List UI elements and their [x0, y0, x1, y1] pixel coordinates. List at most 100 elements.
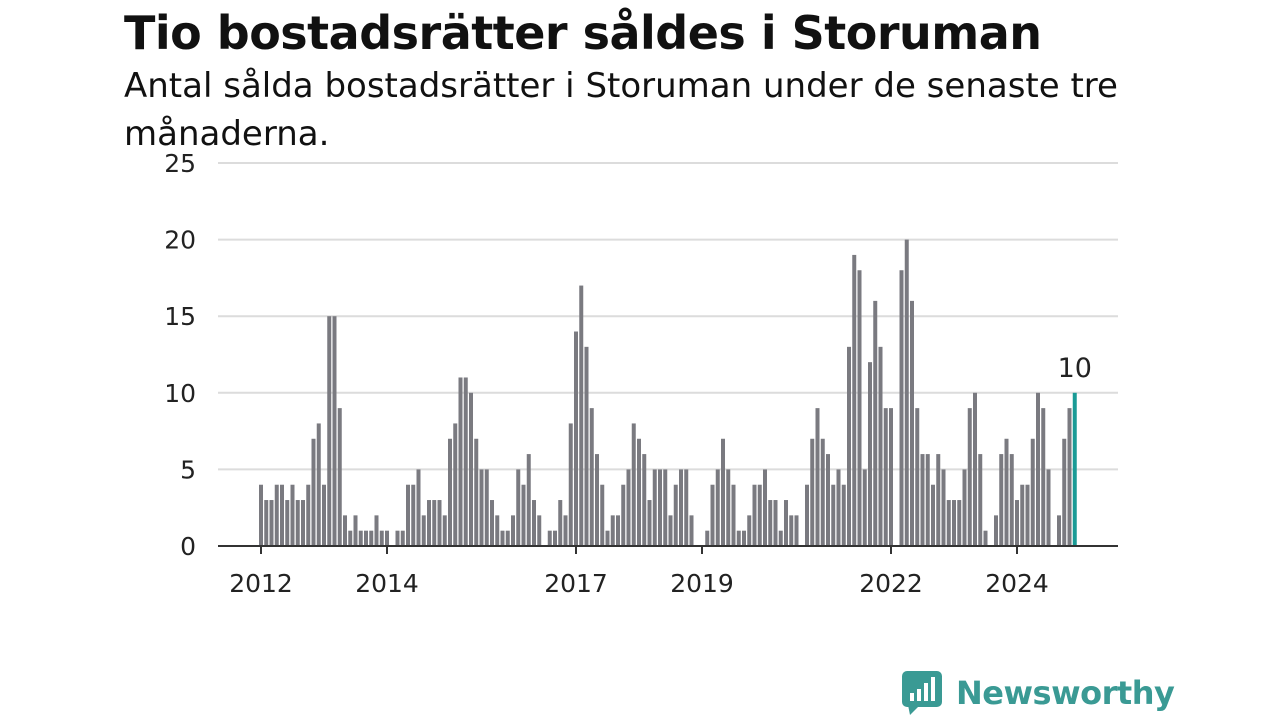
bar: [784, 500, 788, 546]
x-tick-label-2014: 2014: [355, 569, 419, 598]
bar: [474, 438, 479, 546]
bar: [1030, 438, 1035, 546]
bar-highlight: [1072, 392, 1077, 546]
bar: [285, 500, 290, 546]
bar: [1046, 469, 1051, 546]
bar: [579, 285, 584, 546]
bar: [343, 515, 347, 546]
bar: [742, 530, 746, 546]
bar: [442, 515, 447, 546]
x-tick-label-2017: 2017: [544, 569, 608, 598]
bar: [941, 469, 946, 546]
bar: [946, 500, 951, 546]
bar: [1020, 484, 1025, 546]
bar: [836, 469, 841, 546]
bar: [1041, 408, 1046, 546]
bar: [400, 530, 405, 546]
bar: [589, 408, 594, 546]
bar: [1015, 500, 1019, 546]
bar: [526, 454, 531, 546]
bar: [820, 438, 825, 546]
bar: [448, 438, 452, 546]
bar: [358, 530, 363, 546]
bar: [957, 500, 962, 546]
y-tick-label-10: 10: [164, 379, 196, 408]
bar: [1009, 454, 1014, 546]
bar: [484, 469, 489, 546]
bar: [563, 515, 568, 546]
bar: [805, 484, 809, 546]
y-tick-label-15: 15: [164, 302, 196, 331]
bar: [511, 515, 515, 546]
bar: [736, 530, 741, 546]
bar: [747, 515, 752, 546]
bar: [432, 500, 437, 546]
bar: [280, 484, 284, 546]
bar: [479, 469, 484, 546]
bar: [332, 316, 337, 546]
bar: [857, 270, 862, 546]
bar: [264, 500, 269, 546]
bar: [910, 300, 914, 546]
last-value-label: 10: [1058, 353, 1092, 384]
bar: [715, 469, 720, 546]
bar: [852, 254, 857, 547]
bar: [521, 484, 526, 546]
bar: [605, 530, 610, 546]
bar: [789, 515, 794, 546]
bar: [773, 500, 778, 546]
bar: [862, 469, 867, 546]
bar: [490, 500, 494, 546]
y-tick-label-5: 5: [180, 455, 196, 484]
gridlines: [218, 162, 1118, 471]
bar: [810, 438, 815, 546]
bar: [952, 500, 956, 546]
bar: [547, 530, 552, 546]
bar: [395, 530, 400, 546]
x-tick-label-2012: 2012: [229, 569, 293, 598]
bar: [595, 454, 599, 546]
bar: [316, 423, 321, 546]
bar: [978, 454, 983, 546]
x-tick-label-2024: 2024: [985, 569, 1049, 598]
bar: [463, 377, 468, 546]
bar: [274, 484, 279, 546]
bar: [726, 469, 731, 546]
bar: [652, 469, 657, 546]
bar: [999, 454, 1004, 546]
bar: [873, 300, 878, 546]
bar: [899, 270, 904, 546]
bar: [621, 484, 626, 546]
bar: [889, 408, 893, 546]
bar: [631, 423, 636, 546]
bar: [637, 438, 641, 546]
bar: [1004, 438, 1009, 546]
bar: [673, 484, 678, 546]
bar: [763, 469, 767, 546]
bar: [558, 500, 563, 546]
bar: [495, 515, 500, 546]
bar: [994, 515, 998, 546]
y-tick-label-25: 25: [164, 149, 196, 178]
bar: [385, 530, 389, 546]
bar: [364, 530, 368, 546]
bar: [421, 515, 426, 546]
bar: [295, 500, 300, 546]
bar: [574, 331, 578, 546]
bar: [353, 515, 358, 546]
bar: [437, 500, 442, 546]
bar: [1062, 438, 1067, 546]
y-tick-label-20: 20: [164, 226, 196, 255]
bar: [705, 530, 710, 546]
bar: [269, 500, 274, 546]
bar: [1025, 484, 1030, 546]
bar: [416, 469, 421, 546]
bar: [327, 316, 332, 546]
bar: [311, 438, 316, 546]
bar: [931, 484, 935, 546]
bar: [841, 484, 846, 546]
bars: [259, 239, 1077, 547]
bar: [757, 484, 762, 546]
bar: [1067, 408, 1072, 546]
